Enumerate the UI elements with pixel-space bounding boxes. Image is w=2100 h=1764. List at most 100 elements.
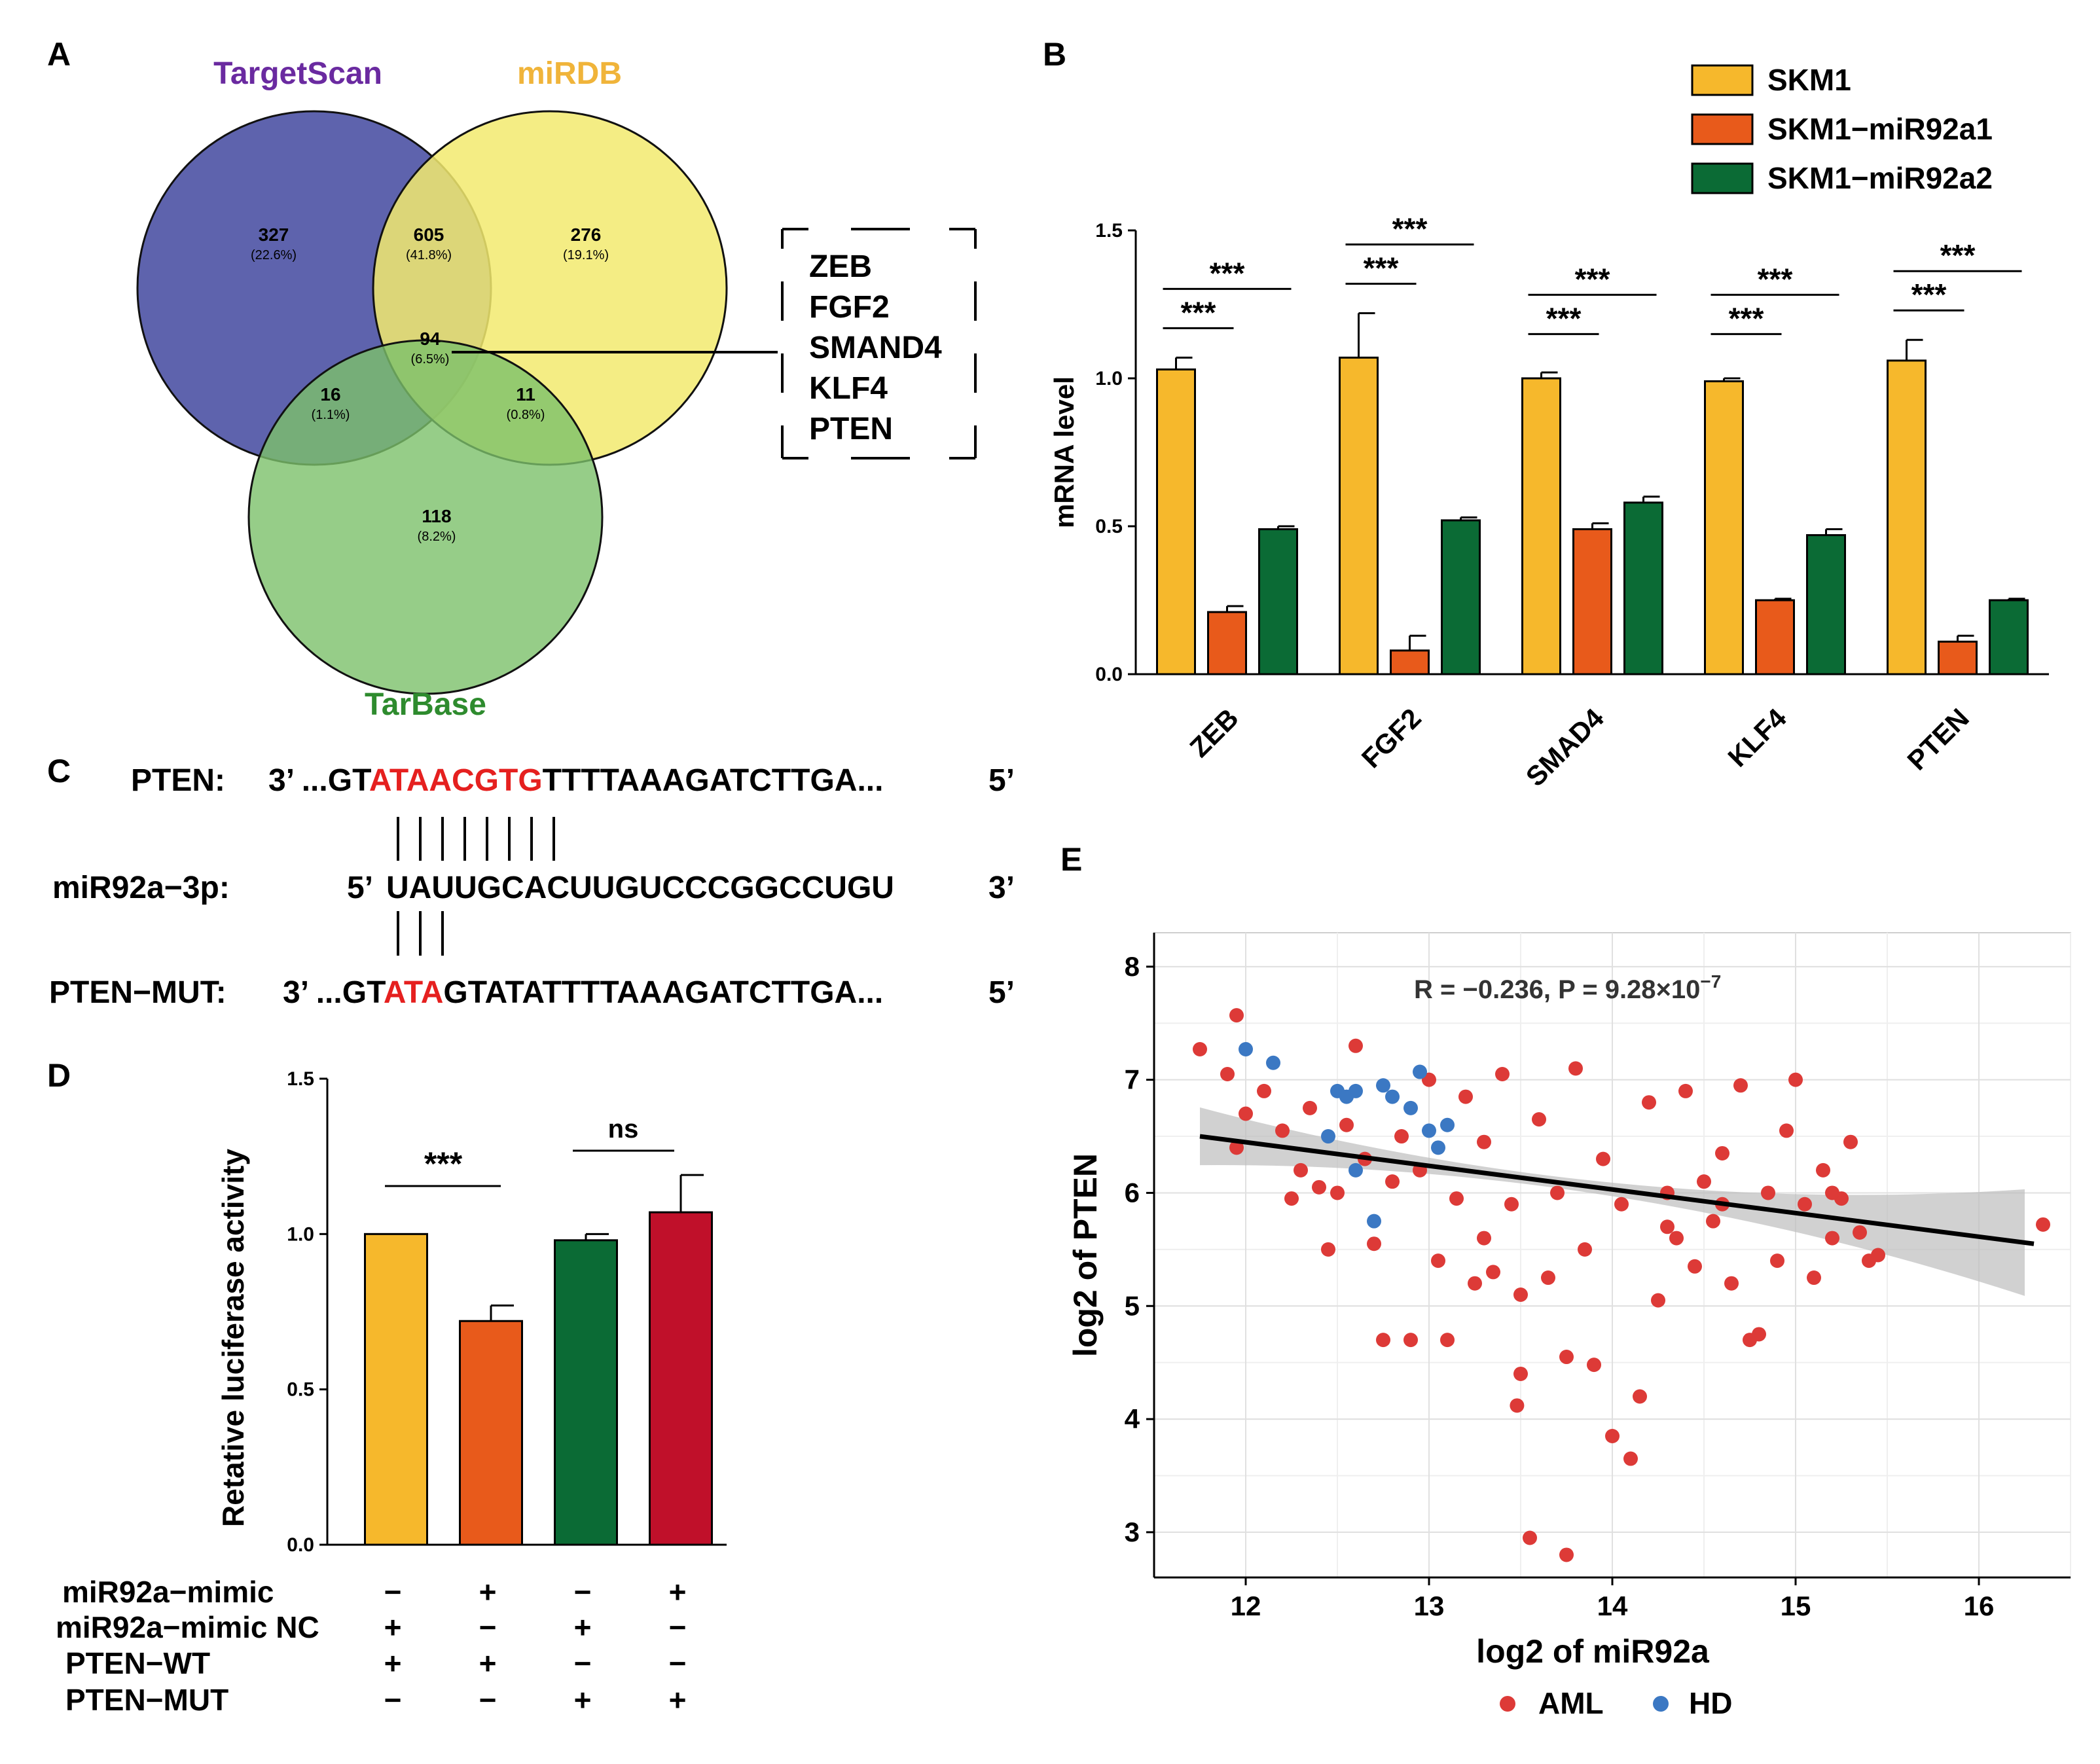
aml-point bbox=[1678, 1083, 1693, 1098]
venn-count-mirdb-tarbase: 11 bbox=[516, 384, 535, 405]
y-tick-label: 6 bbox=[1125, 1177, 1140, 1208]
aml-point bbox=[1495, 1067, 1510, 1082]
venn-pct-ts-tarbase: (1.1%) bbox=[312, 408, 350, 422]
condition-sign: + bbox=[479, 1646, 497, 1680]
legend-swatch bbox=[1691, 162, 1754, 194]
hd-point bbox=[1385, 1089, 1400, 1104]
mut-label: PTEN−MUT: bbox=[49, 975, 226, 1010]
aml-point bbox=[1510, 1398, 1525, 1413]
condition-label: PTEN−MUT bbox=[65, 1683, 228, 1717]
aml-point bbox=[1468, 1276, 1482, 1291]
hd-point bbox=[1440, 1117, 1455, 1132]
x-tick-label: 15 bbox=[1781, 1591, 1811, 1621]
confidence-band bbox=[1200, 1107, 2025, 1296]
condition-sign: + bbox=[384, 1646, 402, 1680]
aml-point bbox=[1193, 1041, 1207, 1056]
condition-sign: + bbox=[574, 1683, 592, 1717]
x-tick-label: 16 bbox=[1964, 1591, 1995, 1621]
aml-point bbox=[1559, 1547, 1574, 1562]
hd-point bbox=[1367, 1214, 1381, 1229]
sig-stars: *** bbox=[1575, 262, 1610, 296]
aml-point bbox=[1825, 1185, 1839, 1200]
y-tick-label: 1.0 bbox=[287, 1223, 314, 1245]
aml-point bbox=[1523, 1530, 1537, 1545]
venn-set-targetscan: TargetScan bbox=[213, 56, 382, 91]
hd-point bbox=[1403, 1100, 1418, 1115]
condition-sign: + bbox=[479, 1575, 497, 1609]
pairing-lines-mut bbox=[397, 911, 444, 956]
aml-point bbox=[1312, 1179, 1326, 1195]
aml-point bbox=[1349, 1038, 1363, 1053]
legend-aml-label: AML bbox=[1538, 1686, 1604, 1720]
condition-sign: − bbox=[479, 1610, 497, 1644]
hd-point bbox=[1431, 1140, 1445, 1155]
aml-point bbox=[1477, 1231, 1491, 1246]
aml-point bbox=[1761, 1185, 1775, 1200]
y-tick-label: 5 bbox=[1125, 1290, 1140, 1321]
hd-point bbox=[1239, 1041, 1253, 1056]
aml-point bbox=[1513, 1287, 1528, 1302]
aml-point bbox=[1724, 1276, 1739, 1291]
aml-point bbox=[1568, 1061, 1583, 1076]
x-tick-label: SMAD4 bbox=[1520, 702, 1610, 793]
legend-label: SKM1−miR92a1 bbox=[1767, 112, 1993, 146]
regression-line bbox=[1199, 1134, 2035, 1246]
aml-point bbox=[1807, 1270, 1821, 1286]
aml-point bbox=[1449, 1191, 1464, 1206]
y-tick-label: 1.5 bbox=[1095, 220, 1123, 242]
aml-point bbox=[1843, 1134, 1858, 1149]
y-tick-label: 4 bbox=[1125, 1403, 1140, 1434]
legend-aml-marker bbox=[1500, 1696, 1515, 1712]
aml-point bbox=[1642, 1095, 1656, 1110]
bar-klf4-1 bbox=[1755, 599, 1795, 675]
aml-point bbox=[1339, 1117, 1354, 1132]
y-tick-label: 0.5 bbox=[1095, 516, 1123, 537]
aml-point bbox=[1532, 1112, 1546, 1127]
mir-sequence: UAUUGCACUUGUCCCGGCCUGU bbox=[386, 871, 894, 905]
mir-end: 3’ bbox=[988, 871, 1015, 905]
gene-item: KLF4 bbox=[809, 371, 888, 406]
aml-point bbox=[1587, 1358, 1601, 1373]
sig-stars: *** bbox=[1181, 295, 1216, 329]
hd-point bbox=[1349, 1162, 1363, 1178]
pairing-lines-wt bbox=[397, 817, 555, 861]
aml-point bbox=[1458, 1089, 1473, 1104]
bar-klf4-0 bbox=[1704, 380, 1744, 675]
aml-point bbox=[1303, 1100, 1317, 1115]
venn-count-targetscan-only: 327 bbox=[259, 225, 289, 245]
aml-point bbox=[2036, 1217, 2050, 1232]
aml-point bbox=[1376, 1333, 1390, 1348]
aml-point bbox=[1770, 1253, 1784, 1269]
panel-b-label: B bbox=[1043, 36, 1066, 73]
bar-fgf2-2 bbox=[1441, 519, 1481, 675]
condition-sign: − bbox=[669, 1646, 687, 1680]
venn-count-ts-mirdb: 605 bbox=[414, 225, 444, 245]
stats-annotation: R = −0.236, P = 9.28×10−7 bbox=[1414, 971, 1721, 1004]
bar-0 bbox=[364, 1233, 428, 1546]
panel-a-label: A bbox=[47, 36, 71, 73]
gene-item: SMAND4 bbox=[809, 331, 942, 365]
aml-point bbox=[1633, 1389, 1647, 1404]
y-tick-label: 8 bbox=[1125, 951, 1140, 982]
condition-sign: + bbox=[384, 1610, 402, 1644]
y-axis-title: log2 of PTEN bbox=[1067, 1153, 1104, 1357]
sig-stars: *** bbox=[1392, 212, 1428, 246]
aml-point bbox=[1623, 1451, 1638, 1466]
aml-point bbox=[1257, 1083, 1271, 1098]
pten-label: PTEN: bbox=[131, 763, 225, 798]
sig-stars: *** bbox=[1911, 278, 1947, 312]
aml-point bbox=[1321, 1242, 1335, 1257]
venn-pct-mirdb-only: (19.1%) bbox=[563, 248, 609, 262]
aml-point bbox=[1550, 1185, 1565, 1200]
aml-point bbox=[1715, 1145, 1729, 1161]
aml-point bbox=[1614, 1197, 1629, 1212]
aml-point bbox=[1688, 1259, 1702, 1274]
condition-sign: − bbox=[384, 1683, 402, 1717]
aml-point bbox=[1660, 1219, 1675, 1234]
aml-point bbox=[1229, 1140, 1244, 1155]
aml-point bbox=[1871, 1248, 1885, 1263]
aml-point bbox=[1440, 1333, 1455, 1348]
hd-point bbox=[1422, 1123, 1436, 1138]
panel-c-label: C bbox=[47, 753, 71, 789]
